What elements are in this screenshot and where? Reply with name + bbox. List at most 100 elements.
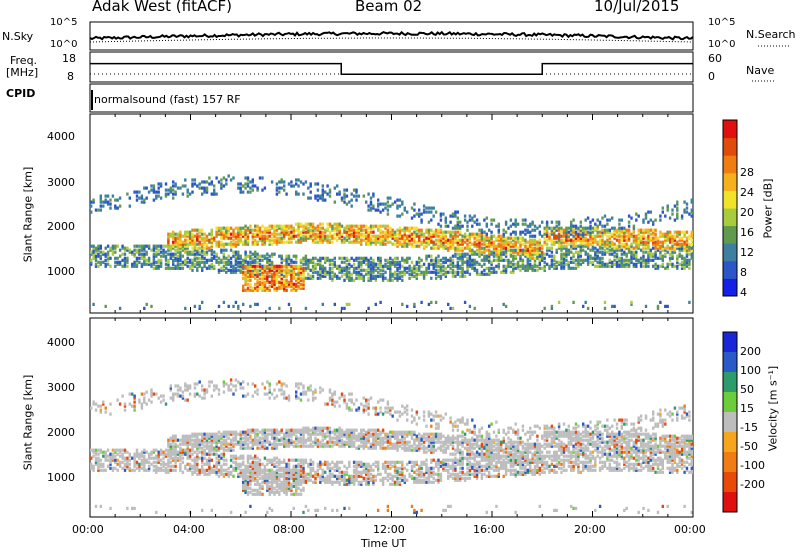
- heatmap-cell: [263, 282, 267, 286]
- heatmap-cell: [196, 444, 199, 448]
- heatmap-cell: [555, 234, 558, 238]
- heatmap-cell: [99, 462, 102, 466]
- heatmap-cell: [316, 236, 320, 240]
- heatmap-cell: [557, 232, 561, 236]
- heatmap-cell: [319, 194, 322, 198]
- heatmap-cell: [302, 228, 305, 232]
- heatmap-cell: [263, 256, 267, 260]
- heatmap-cell: [97, 248, 100, 252]
- heatmap-cell: [244, 482, 247, 486]
- heatmap-cell: [398, 272, 402, 276]
- heatmap-cell: [454, 264, 457, 268]
- heatmap-cell: [639, 234, 643, 238]
- heatmap-cell: [521, 262, 525, 266]
- heatmap-cell: [198, 262, 201, 266]
- heatmap-cell: [598, 256, 602, 260]
- heatmap-cell: [319, 236, 322, 240]
- heatmap-cell: [167, 244, 170, 248]
- heatmap-cell: [273, 490, 276, 494]
- heatmap-cell: [475, 248, 479, 252]
- heatmap-cell: [598, 222, 602, 226]
- heatmap-cell: [201, 464, 204, 468]
- heatmap-cell: [208, 460, 211, 464]
- heatmap-cell: [273, 226, 276, 230]
- heatmap-cell: [261, 462, 264, 466]
- heatmap-cell: [314, 196, 317, 200]
- heatmap-cell: [152, 186, 156, 190]
- heatmap-cell: [229, 446, 233, 450]
- heatmap-cell: [492, 246, 496, 250]
- heatmap-cell: [285, 232, 288, 236]
- heatmap-cell: [278, 270, 281, 274]
- heatmap-cell: [258, 254, 262, 258]
- heatmap-cell: [193, 462, 197, 466]
- heatmap-cell: [632, 264, 636, 268]
- heatmap-cell: [254, 240, 257, 244]
- heatmap-cell: [283, 282, 286, 286]
- heatmap-cell: [244, 446, 247, 450]
- heatmap-cell: [143, 468, 146, 472]
- heatmap-cell: [145, 250, 148, 254]
- heatmap-cell: [179, 254, 182, 258]
- heatmap-cell: [304, 180, 308, 184]
- heatmap-cell: [254, 258, 257, 262]
- heatmap-cell: [191, 252, 194, 256]
- heatmap-cell: [266, 380, 269, 384]
- heatmap-cell: [372, 230, 375, 234]
- heatmap-cell: [444, 272, 447, 276]
- heatmap-cell: [398, 240, 402, 244]
- heatmap-cell: [471, 216, 474, 220]
- heatmap-cell: [104, 246, 107, 250]
- heatmap-cell: [381, 242, 385, 246]
- heatmap-cell: [427, 242, 431, 246]
- heatmap-cell: [227, 236, 230, 240]
- heatmap-cell: [162, 252, 165, 256]
- heatmap-cell: [336, 232, 339, 236]
- heatmap-cell: [389, 270, 392, 274]
- velocity-cbar-tick: 200: [740, 345, 761, 358]
- heatmap-cell: [270, 482, 274, 486]
- heatmap-cell: [237, 442, 240, 446]
- heatmap-cell: [285, 224, 288, 228]
- heatmap-cell: [381, 264, 385, 268]
- heatmap-cell: [191, 246, 194, 250]
- heatmap-cell: [242, 272, 245, 276]
- heatmap-cell: [106, 200, 110, 204]
- heatmap-cell: [555, 226, 558, 230]
- heatmap-cell: [314, 256, 317, 260]
- heatmap-cell: [398, 274, 402, 278]
- heatmap-cell: [680, 264, 684, 268]
- heatmap-cell: [620, 242, 623, 246]
- heatmap-cell: [676, 264, 679, 268]
- heatmap-cell: [350, 228, 353, 232]
- heatmap-cell: [567, 230, 570, 234]
- heatmap-cell: [118, 448, 122, 452]
- heatmap-cell: [203, 242, 206, 246]
- heatmap-cell: [222, 390, 226, 394]
- heatmap-cell: [225, 270, 228, 274]
- heatmap-cell: [333, 272, 336, 276]
- heatmap-cell: [369, 266, 373, 270]
- heatmap-cell: [254, 466, 257, 470]
- heatmap-cell: [229, 472, 233, 476]
- heatmap-cell: [504, 248, 508, 252]
- heatmap-cell: [102, 450, 105, 454]
- heatmap-cell: [222, 384, 226, 388]
- heatmap-cell: [504, 242, 508, 246]
- velocity-cbar-tick: 15: [740, 402, 754, 415]
- heatmap-cell: [261, 258, 264, 262]
- heatmap-cell: [104, 454, 107, 458]
- heatmap-cell: [140, 252, 144, 256]
- heatmap-cell: [208, 472, 211, 476]
- heatmap-cell: [644, 228, 648, 232]
- heatmap-cell: [389, 264, 392, 268]
- heatmap-cell: [418, 268, 421, 272]
- heatmap-cell: [478, 228, 481, 232]
- heatmap-cell: [246, 226, 250, 230]
- heatmap-cell: [172, 438, 175, 442]
- heatmap-cell: [582, 238, 585, 242]
- heatmap-cell: [598, 250, 602, 254]
- heatmap-cell: [176, 262, 180, 266]
- heatmap-cell: [324, 272, 327, 276]
- heatmap-cell: [208, 464, 211, 468]
